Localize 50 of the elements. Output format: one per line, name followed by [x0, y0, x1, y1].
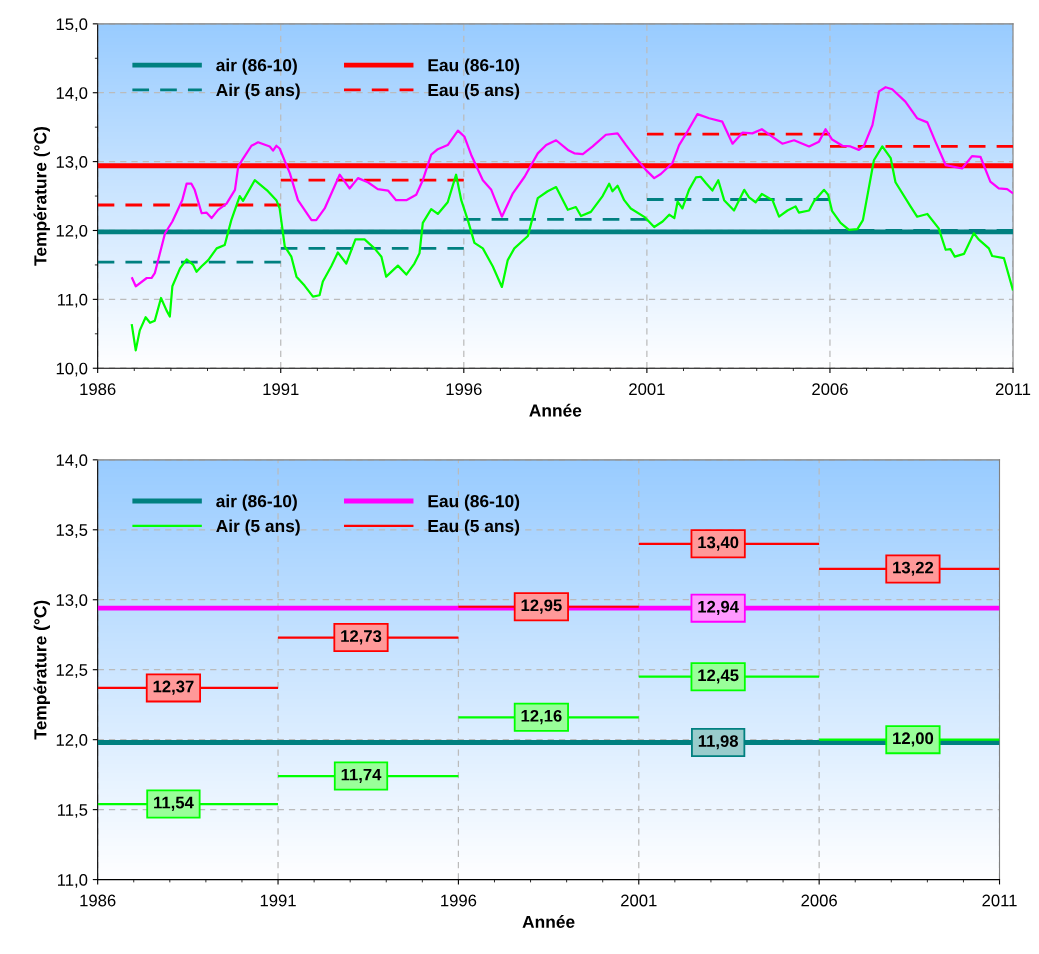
- legend-label: Air (5 ans): [216, 83, 300, 100]
- y-tick-label: 12,0: [56, 224, 88, 239]
- legend-label: air (86-10): [216, 494, 297, 511]
- y-tick-label: 11,0: [58, 293, 88, 308]
- annotation: 12,73: [341, 630, 382, 645]
- annotation: 12,45: [698, 669, 739, 684]
- y-axis-title: Température (°C): [33, 127, 50, 266]
- line-series: [130, 145, 1014, 352]
- y-tick-label: 13,0: [56, 156, 88, 170]
- y-tick-label: 14,0: [56, 87, 88, 101]
- x-tick-label: 2011: [995, 383, 1031, 396]
- legend-label: Eau (86-10): [428, 494, 520, 511]
- legend-label: Air (5 ans): [216, 519, 300, 536]
- y-tick-label: 13,0: [56, 594, 88, 608]
- y-axis-title: Température (°C): [33, 600, 50, 740]
- y-tick-label: 15,0: [56, 18, 88, 33]
- annotation: 12,16: [521, 709, 562, 725]
- x-tick-label: 2001: [629, 383, 665, 396]
- y-tick-label: 12,0: [56, 734, 88, 748]
- annotation: 11,54: [154, 796, 194, 811]
- annotation: 12,95: [521, 599, 562, 614]
- y-tick-label: 13,5: [56, 524, 88, 538]
- annotation: 12,37: [153, 680, 194, 695]
- x-tick-label: 2011: [982, 894, 1017, 907]
- x-tick-label: 1996: [441, 894, 477, 907]
- x-tick-label: 1991: [260, 894, 296, 907]
- annotation: 13,40: [698, 536, 739, 551]
- x-tick-label: 1991: [263, 383, 299, 396]
- y-tick-label: 11,0: [58, 873, 88, 888]
- annotation: 11,74: [341, 768, 382, 783]
- x-axis-title: Année: [529, 403, 582, 417]
- legend-label: Eau (5 ans): [428, 519, 520, 536]
- y-tick-label: 10,0: [56, 362, 88, 377]
- annotation: 13,22: [893, 561, 934, 576]
- annotation: 12,94: [698, 600, 739, 616]
- legend-label: air (86-10): [216, 58, 297, 75]
- y-tick-label: 12,5: [56, 664, 88, 678]
- x-axis-title: Année: [522, 915, 575, 929]
- x-tick-label: 1986: [80, 894, 116, 907]
- annotation: 12,00: [893, 732, 934, 747]
- legend-label: Eau (86-10): [428, 58, 520, 75]
- x-tick-label: 2001: [621, 894, 657, 907]
- annotation: 11,98: [698, 735, 739, 750]
- y-tick-label: 14,0: [56, 454, 88, 468]
- legend-label: Eau (5 ans): [428, 83, 520, 100]
- y-tick-label: 11,5: [58, 804, 88, 818]
- x-tick-label: 2006: [801, 894, 837, 907]
- x-tick-label: 1996: [446, 383, 482, 396]
- x-tick-label: 1986: [80, 383, 116, 396]
- x-tick-label: 2006: [812, 383, 848, 396]
